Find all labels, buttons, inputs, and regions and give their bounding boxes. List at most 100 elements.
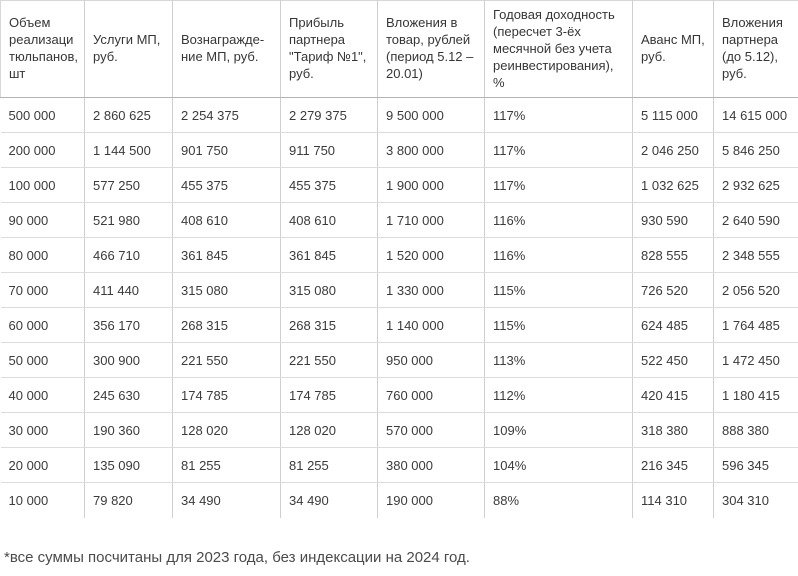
column-header-mp-advance: Аванс МП, руб. <box>632 0 714 99</box>
table-cell: 174 785 <box>172 377 281 414</box>
table-cell: 521 980 <box>84 202 173 239</box>
table-cell: 911 750 <box>280 132 378 169</box>
table-cell: 34 490 <box>172 482 281 518</box>
table-cell: 1 330 000 <box>377 272 485 309</box>
table-cell: 828 555 <box>632 237 714 274</box>
table-cell: 2 932 625 <box>713 167 798 204</box>
table-cell: 950 000 <box>377 342 485 379</box>
column-header-mp-services: Услуги МП, руб. <box>84 0 173 99</box>
column-header-partner-profit: Прибыль партнера "Тариф №1", руб. <box>280 0 378 99</box>
table-cell: 2 056 520 <box>713 272 798 309</box>
table-cell: 116% <box>484 202 633 239</box>
table-cell: 114 310 <box>632 482 714 518</box>
table-cell: 34 490 <box>280 482 378 518</box>
table-cell: 455 375 <box>172 167 281 204</box>
table-cell: 112% <box>484 377 633 414</box>
table-row: 40 000 245 630 174 785 174 785 760 000 112% 42… <box>0 377 798 414</box>
table-cell: 104% <box>484 447 633 484</box>
table-cell: 88% <box>484 482 633 518</box>
table-cell: 200 000 <box>0 132 85 169</box>
table-row: 60 000 356 170 268 315 268 315 1 140 000 115%… <box>0 307 798 344</box>
table-cell: 500 000 <box>0 97 85 134</box>
table-cell: 315 080 <box>172 272 281 309</box>
table-cell: 304 310 <box>722 493 769 509</box>
table-cell: 1 900 000 <box>377 167 485 204</box>
table-cell: 115% <box>484 272 633 309</box>
table-cell: 190 360 <box>84 412 173 449</box>
table-cell: 216 345 <box>632 447 714 484</box>
table-cell: 420 415 <box>632 377 714 414</box>
table-cell: 570 000 <box>377 412 485 449</box>
table-cell: 356 170 <box>84 307 173 344</box>
table-cell: 5 115 000 <box>632 97 714 134</box>
table-cell: 408 610 <box>280 202 378 239</box>
column-header-partner-investment: Вложения партнера (до 5.12), руб. <box>713 0 798 99</box>
table-cell: 1 710 000 <box>377 202 485 239</box>
table-cell: 30 000 <box>0 412 85 449</box>
table-row: 90 000 521 980 408 610 408 610 1 710 000 116%… <box>0 202 798 239</box>
table-cell: 245 630 <box>84 377 173 414</box>
table-cell: 2 860 625 <box>84 97 173 134</box>
column-header-annual-yield: Годовая доходность (пересчет 3-ёх месячн… <box>484 0 633 99</box>
table-cell: 128 020 <box>172 412 281 449</box>
table-cell: 624 485 <box>632 307 714 344</box>
table-cell: 115% <box>484 307 633 344</box>
footnote: *все суммы посчитаны для 2023 года, без … <box>4 548 470 566</box>
table-cell: 300 900 <box>84 342 173 379</box>
table-cell: 408 610 <box>172 202 281 239</box>
table-cell: 1 520 000 <box>377 237 485 274</box>
table-cell: 79 820 <box>84 482 173 518</box>
table-cell: 522 450 <box>632 342 714 379</box>
table-cell: 2 254 375 <box>172 97 281 134</box>
table-cell: 466 710 <box>84 237 173 274</box>
table-cell: 2 640 590 <box>713 202 798 239</box>
table-cell: 116% <box>484 237 633 274</box>
table-cell: 174 785 <box>280 377 378 414</box>
column-header-mp-remuneration: Вознагражде­ние МП, руб. <box>172 0 281 99</box>
table-cell: 1 472 450 <box>713 342 798 379</box>
table-cell: 221 550 <box>280 342 378 379</box>
table-cell: 315 080 <box>280 272 378 309</box>
table-row: 30 000 190 360 128 020 128 020 570 000 109% 31… <box>0 412 798 449</box>
table-cell: 2 279 375 <box>280 97 378 134</box>
table-cell: 40 000 <box>0 377 85 414</box>
table-cell: 380 000 <box>377 447 485 484</box>
table-cell: 361 845 <box>172 237 281 274</box>
table-cell: 2 046 250 <box>632 132 714 169</box>
table-cell: 901 750 <box>172 132 281 169</box>
table-cell: 70 000 <box>0 272 85 309</box>
table-cell: 20 000 <box>0 447 85 484</box>
table-cell: 3 800 000 <box>377 132 485 169</box>
table-cell: 268 315 <box>172 307 281 344</box>
table-cell: 109% <box>484 412 633 449</box>
column-header-goods-investment: Вложения в товар, рублей (период 5.12 – … <box>377 0 485 99</box>
table-cell: 9 500 000 <box>377 97 485 134</box>
table-body: 500 000 2 860 625 2 254 375 2 279 375 9 500 … <box>0 97 798 518</box>
table-cell: 455 375 <box>280 167 378 204</box>
table-cell: 318 380 <box>632 412 714 449</box>
table-cell: 117% <box>484 97 633 134</box>
table-cell: 100 000 <box>0 167 85 204</box>
table-cell: 117% <box>484 167 633 204</box>
table-row: 500 000 2 860 625 2 254 375 2 279 375 9 500 … <box>0 97 798 134</box>
tulip-pricing-table: Объем реализаци тюльпанов, шт Услуги МП,… <box>0 0 798 518</box>
table-cell: 1 032 625 <box>632 167 714 204</box>
table-row: 20 000 135 090 81 255 81 255 380 000 104% 216 … <box>0 447 798 484</box>
table-cell: 1 144 500 <box>84 132 173 169</box>
table-cell: 726 520 <box>632 272 714 309</box>
table-cell: 113% <box>484 342 633 379</box>
table-cell: 596 345 <box>713 447 798 484</box>
table-cell: 5 846 250 <box>713 132 798 169</box>
table-cell: 2 348 555 <box>713 237 798 274</box>
table-cell: 10 000 <box>0 482 85 518</box>
table-row: 80 000 466 710 361 845 361 845 1 520 000 116%… <box>0 237 798 274</box>
table-cell: 577 250 <box>84 167 173 204</box>
table-cell: 190 000 <box>377 482 485 518</box>
table-cell: 888 380 <box>713 412 798 449</box>
table-cell: 361 845 <box>280 237 378 274</box>
table-cell: 135 090 <box>84 447 173 484</box>
table-cell: 1 764 485 <box>713 307 798 344</box>
table-cell: 81 255 <box>172 447 281 484</box>
table-cell: 760 000 <box>377 377 485 414</box>
